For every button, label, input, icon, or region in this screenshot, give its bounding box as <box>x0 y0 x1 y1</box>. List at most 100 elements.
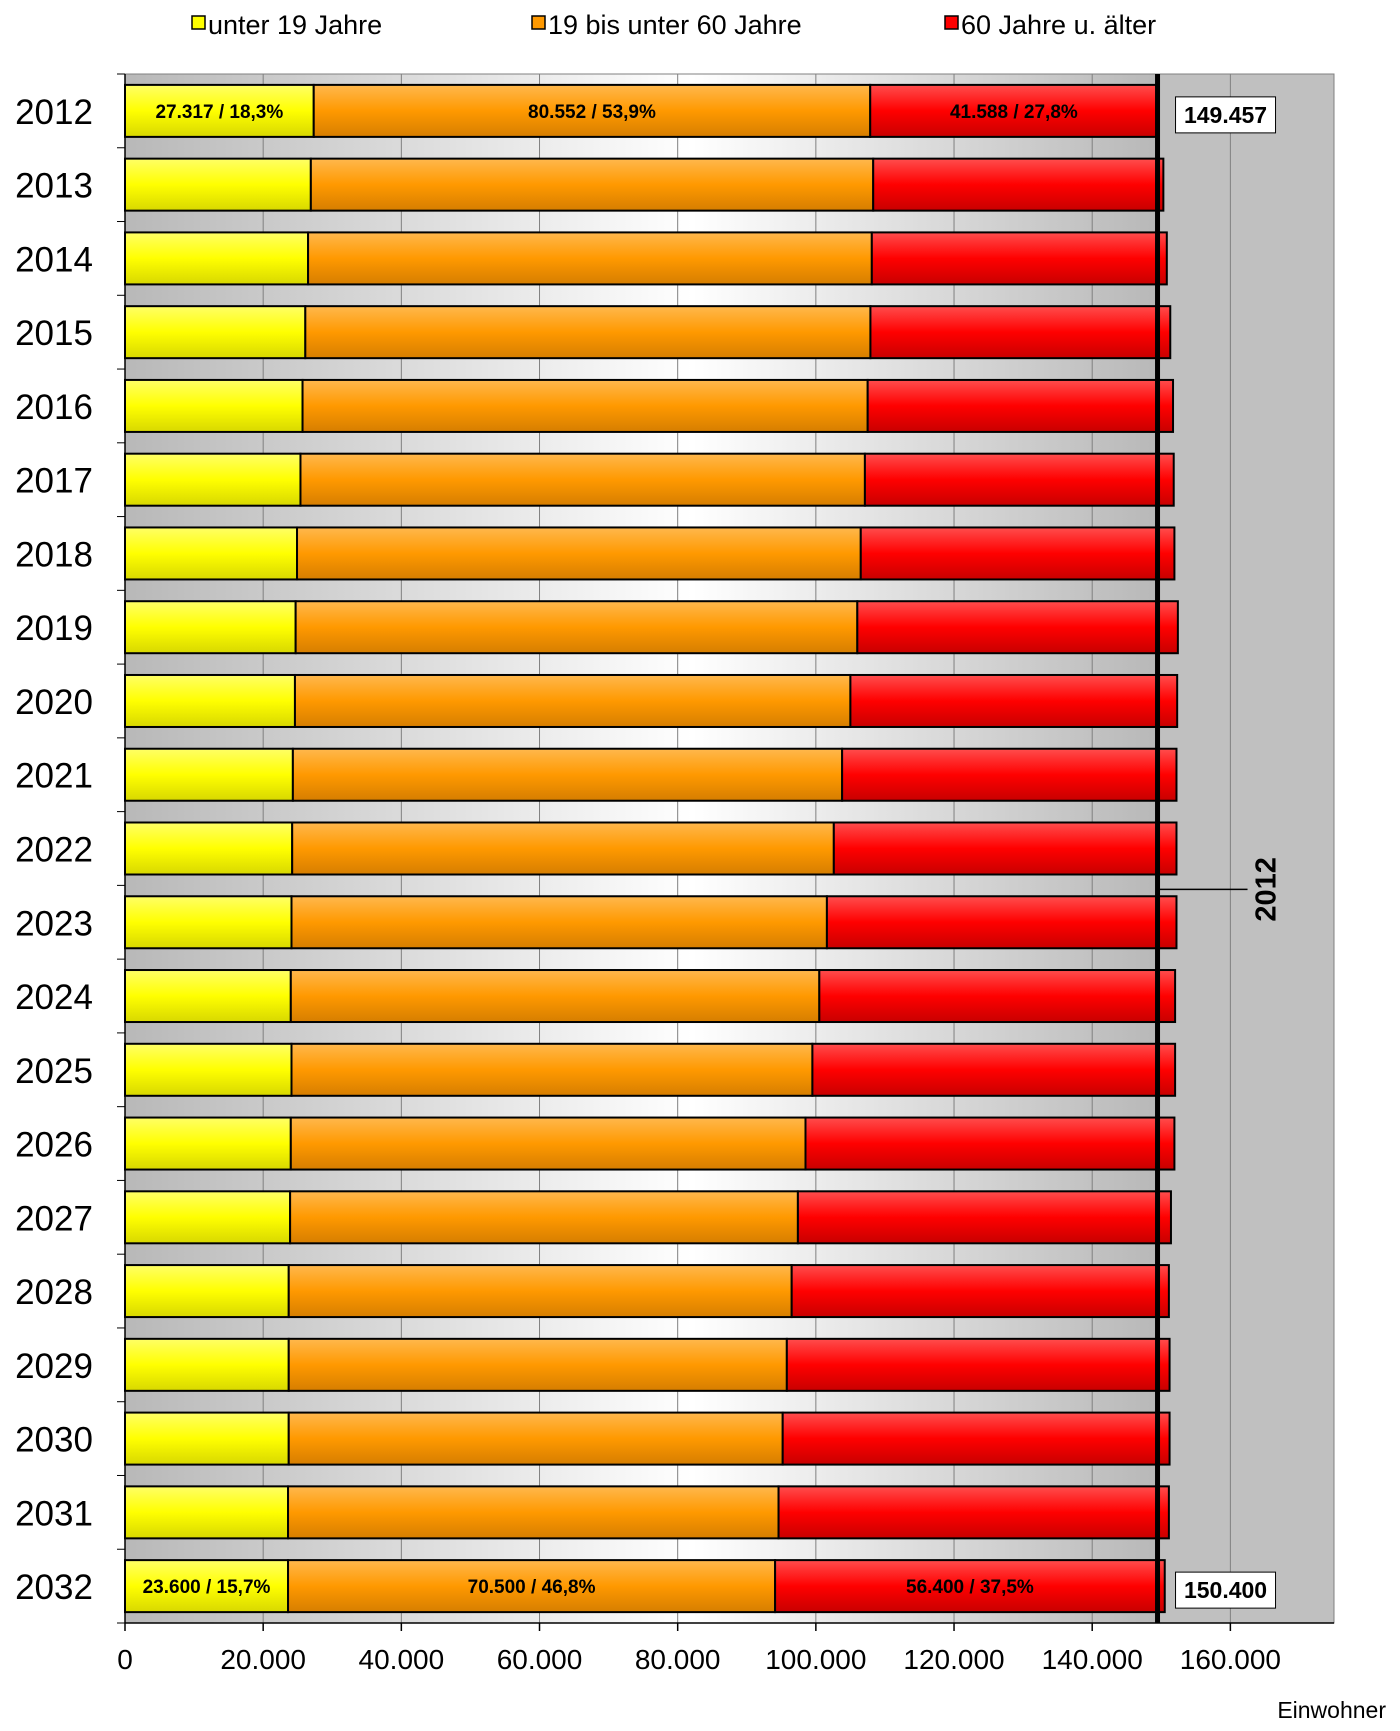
bar-2028-age19to60 <box>287 1264 793 1319</box>
x-tick-label-8: 160.000 <box>1180 1644 1281 1675</box>
bar-2023-age19to60 <box>290 895 828 950</box>
bar-2019-under19 <box>124 600 297 655</box>
bar-2018-age60plus <box>859 526 1176 581</box>
bar-2029-age60plus <box>785 1337 1171 1392</box>
y-tick-label-2025: 2025 <box>15 1052 93 1091</box>
bar-2014-age19to60 <box>307 231 873 286</box>
bar-2015-age60plus <box>869 305 1172 360</box>
bar-2029-under19 <box>124 1337 290 1392</box>
bar-2022-under19 <box>124 821 294 876</box>
bar-2020-under19 <box>124 673 296 728</box>
x-tick-label-0: 0 <box>117 1644 133 1675</box>
bar-2023-under19 <box>124 895 293 950</box>
y-tick-label-2023: 2023 <box>15 904 93 943</box>
bar-2024-under19 <box>124 969 292 1024</box>
y-tick-label-2021: 2021 <box>15 757 93 796</box>
bar-2031-age19to60 <box>287 1485 780 1540</box>
y-tick-label-2022: 2022 <box>15 831 93 870</box>
legend-swatch-age19to60 <box>531 15 546 30</box>
x-tick-label-5: 100.000 <box>765 1644 866 1675</box>
x-tick-label-4: 80.000 <box>635 1644 721 1675</box>
x-tick-label-6: 120.000 <box>903 1644 1004 1675</box>
bar-2022-age19to60 <box>291 821 835 876</box>
legend-label-age19to60: 19 bis unter 60 Jahre <box>548 10 802 40</box>
y-tick-label-2014: 2014 <box>15 240 93 279</box>
x-tick-label-2: 40.000 <box>359 1644 445 1675</box>
bar-2028-age60plus <box>790 1264 1170 1319</box>
bar-2021-age19to60 <box>291 747 844 802</box>
bar-2025-age60plus <box>811 1042 1177 1097</box>
y-tick-label-2031: 2031 <box>15 1494 93 1533</box>
bar-2026-age60plus <box>804 1116 1176 1171</box>
bar-2019-age19to60 <box>294 600 859 655</box>
total-box-2032 <box>1175 1571 1277 1609</box>
bar-2017-age60plus <box>863 452 1175 507</box>
y-tick-label-2016: 2016 <box>15 388 93 427</box>
y-tick-label-2032: 2032 <box>15 1568 93 1607</box>
bar-2021-under19 <box>124 747 294 802</box>
bar-2023-age60plus <box>825 895 1178 950</box>
bar-2025-under19 <box>124 1042 293 1097</box>
x-tick-label-7: 140.000 <box>1042 1644 1143 1675</box>
legend-label-age60plus: 60 Jahre u. älter <box>961 10 1156 40</box>
y-tick-label-2028: 2028 <box>15 1273 93 1312</box>
bar-2013-age60plus <box>872 157 1165 212</box>
bar-2018-age19to60 <box>296 526 862 581</box>
data-label-2032-age19to60: 70.500 / 46,8% <box>468 1577 596 1598</box>
data-label-2032-age60plus: 56.400 / 37,5% <box>906 1577 1034 1598</box>
plot-area-beyond-reference <box>1157 74 1334 1623</box>
bar-2013-under19 <box>124 157 312 212</box>
total-box-2012 <box>1175 96 1277 134</box>
bar-2012-under19 <box>124 83 315 138</box>
bar-2022-age60plus <box>832 821 1178 876</box>
legend-swatch-under19 <box>191 15 206 30</box>
data-label-2012-age19to60: 80.552 / 53,9% <box>528 102 656 123</box>
x-tick-label-3: 60.000 <box>497 1644 583 1675</box>
y-tick-label-2027: 2027 <box>15 1199 93 1238</box>
bar-2021-age60plus <box>841 747 1178 802</box>
bar-2020-age19to60 <box>293 673 852 728</box>
bar-2014-age60plus <box>870 231 1168 286</box>
bar-2013-age19to60 <box>309 157 875 212</box>
bar-2018-under19 <box>124 526 299 581</box>
data-label-2032-under19: 23.600 / 15,7% <box>143 1577 271 1598</box>
bar-2030-under19 <box>124 1411 290 1466</box>
x-tick-label-1: 20.000 <box>220 1644 306 1675</box>
y-tick-label-2024: 2024 <box>15 978 93 1017</box>
bar-2024-age60plus <box>818 969 1177 1024</box>
y-tick-label-2013: 2013 <box>15 167 93 206</box>
y-tick-label-2019: 2019 <box>15 609 93 648</box>
bar-2016-under19 <box>124 378 304 433</box>
bar-2030-age19to60 <box>287 1411 784 1466</box>
legend-swatch-age60plus <box>944 15 959 30</box>
total-label-2012: 149.457 <box>1184 102 1267 128</box>
bar-2031-age60plus <box>777 1485 1170 1540</box>
bar-2026-under19 <box>124 1116 292 1171</box>
bar-2020-age60plus <box>849 673 1179 728</box>
bar-2032-age60plus <box>774 1559 1166 1614</box>
bar-2027-age60plus <box>796 1190 1172 1245</box>
data-label-2012-age60plus: 41.588 / 27,8% <box>950 102 1078 123</box>
bar-2015-age19to60 <box>304 305 872 360</box>
y-tick-label-2017: 2017 <box>15 462 93 501</box>
bar-2027-age19to60 <box>289 1190 799 1245</box>
bar-2032-age19to60 <box>287 1559 777 1614</box>
bar-2017-age19to60 <box>299 452 866 507</box>
y-tick-label-2026: 2026 <box>15 1126 93 1165</box>
bar-2030-age60plus <box>781 1411 1171 1466</box>
bar-2029-age19to60 <box>287 1337 788 1392</box>
y-tick-label-2018: 2018 <box>15 535 93 574</box>
x-axis-label: Einwohner <box>1277 1697 1386 1723</box>
bar-2015-under19 <box>124 305 307 360</box>
bar-2017-under19 <box>124 452 302 507</box>
data-label-2012-under19: 27.317 / 18,3% <box>155 102 283 123</box>
bar-2019-age60plus <box>856 600 1179 655</box>
bar-2028-under19 <box>124 1264 290 1319</box>
bar-2016-age60plus <box>866 378 1175 433</box>
bar-2027-under19 <box>124 1190 292 1245</box>
bar-2025-age19to60 <box>290 1042 814 1097</box>
legend-label-under19: unter 19 Jahre <box>208 10 382 40</box>
bar-2014-under19 <box>124 231 310 286</box>
